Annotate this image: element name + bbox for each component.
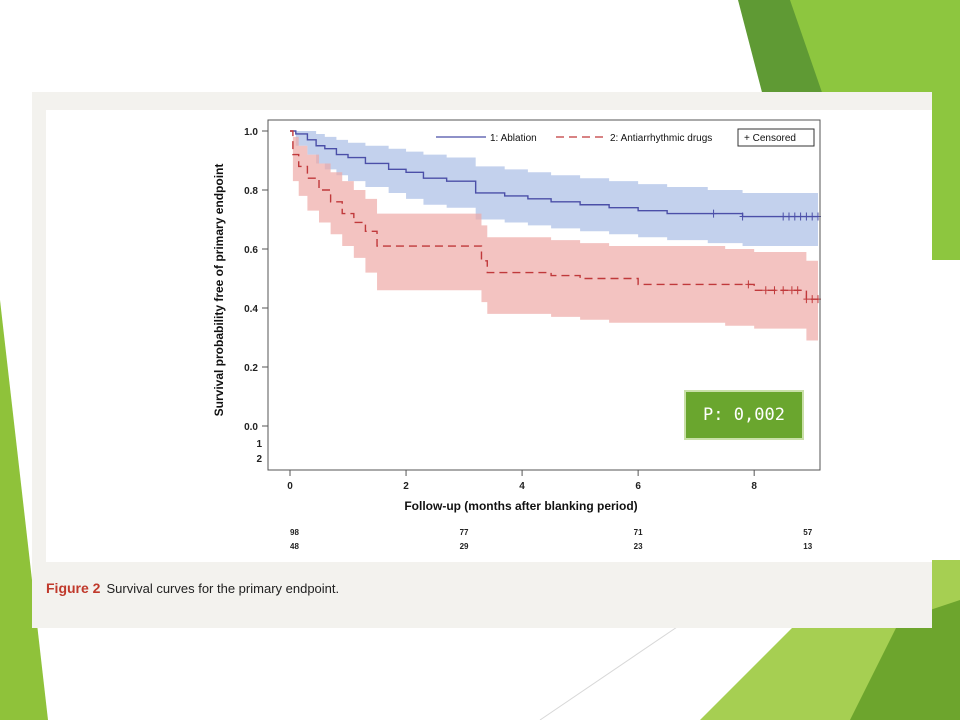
survival-curves [290, 130, 818, 300]
legend-censored-box [737, 128, 815, 147]
censor-mark-ablation [710, 209, 717, 218]
x-tick-label: 2 [403, 481, 409, 492]
censor-mark-drugs [771, 286, 778, 295]
risk-count: 98 [290, 528, 299, 537]
figure-label: Figure 2 [46, 580, 101, 596]
figure-caption: Figure 2 Survival curves for the primary … [46, 580, 339, 596]
censor-mark-ablation [809, 212, 816, 221]
risk-group-label: 1 [256, 439, 262, 450]
risk-count: 23 [634, 542, 643, 551]
risk-count: 57 [803, 528, 812, 537]
survival-line-ablation [290, 130, 818, 218]
x-tick-label: 0 [287, 481, 293, 492]
decor-line [539, 624, 681, 720]
y-tick-label: 0.8 [244, 186, 258, 197]
y-tick-label: 0.2 [244, 363, 258, 374]
censor-mark-ablation [780, 212, 787, 221]
y-axis-label: Survival probability free of primary end… [212, 164, 226, 417]
legend-censored-label: + Censored [744, 133, 796, 144]
legend: 1: Ablation 2: Antiarrhythmic drugs + Ce… [436, 128, 815, 147]
y-tick-label: 0.0 [244, 422, 258, 433]
y-axis-ticks: 0.0 0.2 0.4 0.6 0.8 1.0 [244, 127, 268, 433]
x-tick-label: 6 [635, 481, 641, 492]
censor-mark-drugs [809, 295, 816, 304]
risk-count: 71 [634, 528, 643, 537]
decor-bottom-right-dark [850, 600, 960, 720]
x-tick-label: 4 [519, 481, 525, 492]
censor-mark-ablation [791, 212, 798, 221]
censor-mark-drugs [803, 295, 810, 304]
ci-band-drugs [290, 131, 818, 341]
censor-mark-drugs [780, 286, 787, 295]
confidence-bands [290, 131, 818, 341]
plot-frame [267, 119, 821, 471]
censor-mark-drugs [788, 286, 795, 295]
y-tick-label: 0.6 [244, 245, 258, 256]
censor-mark-drugs [794, 286, 801, 295]
survival-line-drugs [290, 130, 818, 300]
y-tick-label: 1.0 [244, 127, 258, 138]
p-value-box: P: 0,002 [684, 390, 804, 440]
risk-count: 77 [460, 528, 469, 537]
risk-count: 13 [803, 542, 812, 551]
censor-mark-ablation [797, 212, 804, 221]
legend-ablation-label: 1: Ablation [490, 133, 537, 144]
risk-count: 48 [290, 542, 299, 551]
risk-group-label: 2 [256, 454, 262, 465]
x-tick-label: 8 [751, 481, 757, 492]
risk-count: 29 [460, 542, 469, 551]
censor-mark-ablation [785, 212, 792, 221]
x-axis-ticks: 0 2 4 6 8 [287, 470, 757, 492]
x-axis-label: Follow-up (months after blanking period) [404, 499, 637, 513]
y-tick-label: 0.4 [244, 304, 258, 315]
censor-mark-drugs [745, 280, 752, 289]
censor-mark-ablation [739, 212, 746, 221]
ci-band-ablation [290, 131, 818, 247]
censor-mark-drugs [762, 286, 769, 295]
p-value-text: P: 0,002 [703, 405, 785, 425]
censor-marks [710, 209, 821, 304]
legend-drugs-label: 2: Antiarrhythmic drugs [610, 133, 712, 144]
censor-mark-ablation [803, 212, 810, 221]
figure-caption-text: Survival curves for the primary endpoint… [106, 581, 340, 596]
